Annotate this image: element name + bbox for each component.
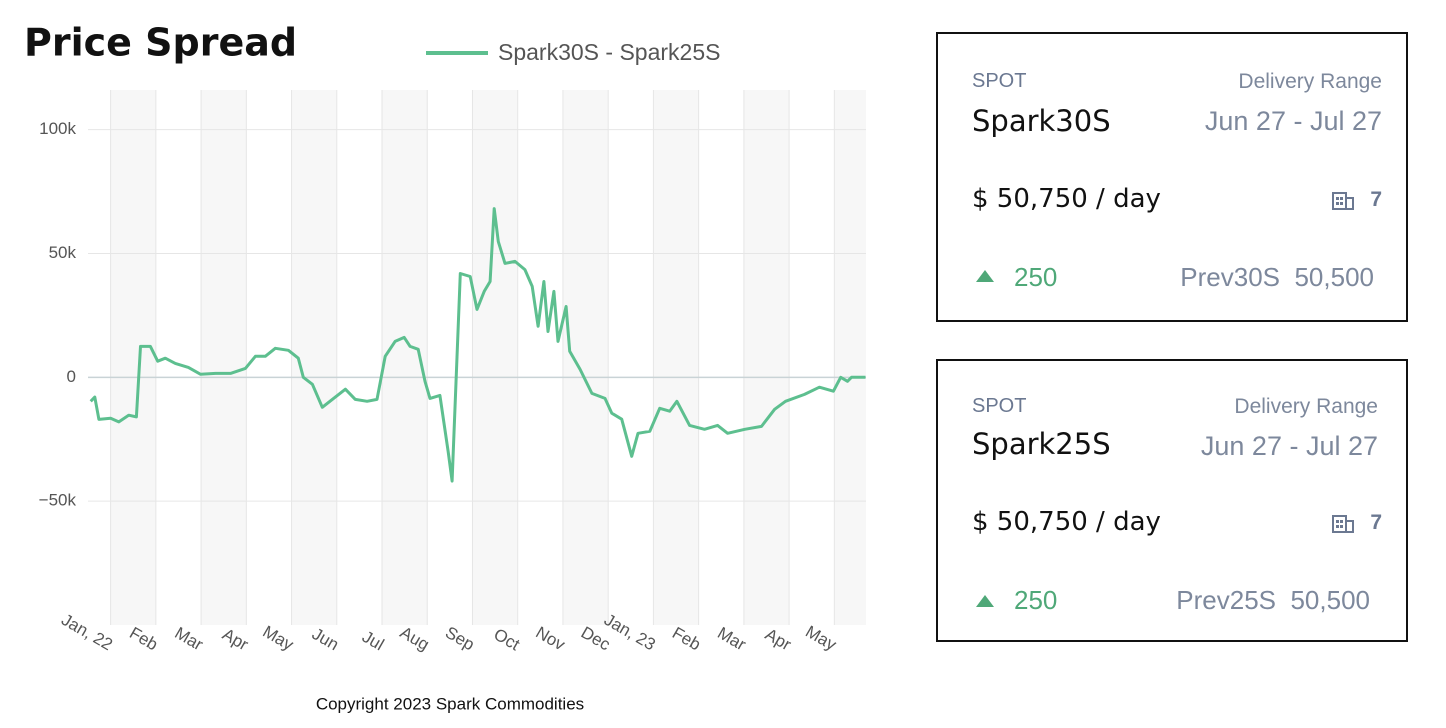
x-tick-label: Aug (397, 623, 433, 655)
copyright: Copyright 2023 Spark Commodities (316, 694, 584, 713)
x-tick-label: Jan, 23 (601, 610, 659, 654)
prev-label: Prev30S (1180, 262, 1281, 292)
up-arrow (976, 595, 994, 607)
plot-background (110, 90, 866, 625)
count: 7 (1370, 188, 1382, 211)
x-tick-label: Mar (714, 623, 749, 654)
x-tick-label: Apr (762, 625, 795, 655)
month-band (562, 90, 609, 625)
change: 250 (1014, 585, 1058, 615)
previous: Prev25S 50,500 (1176, 585, 1370, 616)
card-name: Spark25S (972, 427, 1111, 461)
month-band (834, 90, 866, 625)
previous: Prev30S 50,500 (1180, 262, 1374, 293)
range-label: Delivery Range (1234, 395, 1378, 418)
x-tick-label: Sep (442, 623, 478, 655)
up-arrow (976, 270, 994, 282)
building-icon (1332, 192, 1354, 210)
y-tick-label: 0 (67, 367, 76, 386)
series-line (89, 207, 866, 483)
prev-label: Prev25S (1176, 585, 1277, 615)
range-label: Delivery Range (1238, 70, 1382, 93)
y-tick-label: −50k (39, 491, 77, 510)
x-tick-label: Feb (126, 623, 161, 654)
y-tick-label: 100k (39, 119, 76, 138)
x-tick-label: May (802, 622, 840, 655)
building-icon (1332, 515, 1354, 533)
x-tick-label: Oct (491, 625, 524, 655)
month-band (201, 90, 247, 625)
y-tick-label: 50k (49, 243, 77, 262)
legend-label: Spark30S - Spark25S (498, 39, 720, 65)
x-tick-label: May (259, 622, 297, 655)
x-tick-label: Nov (533, 623, 569, 655)
card: SPOT Spark25S Delivery Range Jun 27 - Ju… (936, 359, 1408, 642)
price: $ 50,750 / day (972, 507, 1161, 537)
change: 250 (1014, 262, 1058, 292)
price: $ 50,750 / day (972, 184, 1161, 214)
x-tick-label: Jan, 22 (58, 610, 116, 654)
x-tick-label: Jun (309, 624, 342, 654)
prev-value: 50,500 (1290, 585, 1370, 615)
x-tick-label: Mar (171, 623, 206, 654)
month-band (743, 90, 790, 625)
range: Jun 27 - Jul 27 (1204, 106, 1382, 136)
spot-label: SPOT (972, 395, 1027, 417)
x-tick-label: Feb (669, 623, 704, 654)
x-tick-label: Jul (359, 627, 387, 654)
count: 7 (1370, 511, 1382, 534)
x-tick-label: Apr (219, 625, 252, 655)
month-band (472, 90, 518, 625)
range: Jun 27 - Jul 27 (1200, 431, 1378, 461)
card: SPOT Spark30S Delivery Range Jun 27 - Ju… (936, 32, 1408, 322)
chart: Price Spread Spark30S - Spark25S Copyrig… (24, 21, 866, 713)
prev-value: 50,500 (1294, 262, 1374, 292)
spot-label: SPOT (972, 70, 1027, 92)
chart-title: Price Spread (24, 21, 297, 65)
month-band (653, 90, 699, 625)
card-name: Spark30S (972, 104, 1111, 138)
month-band (110, 90, 156, 625)
